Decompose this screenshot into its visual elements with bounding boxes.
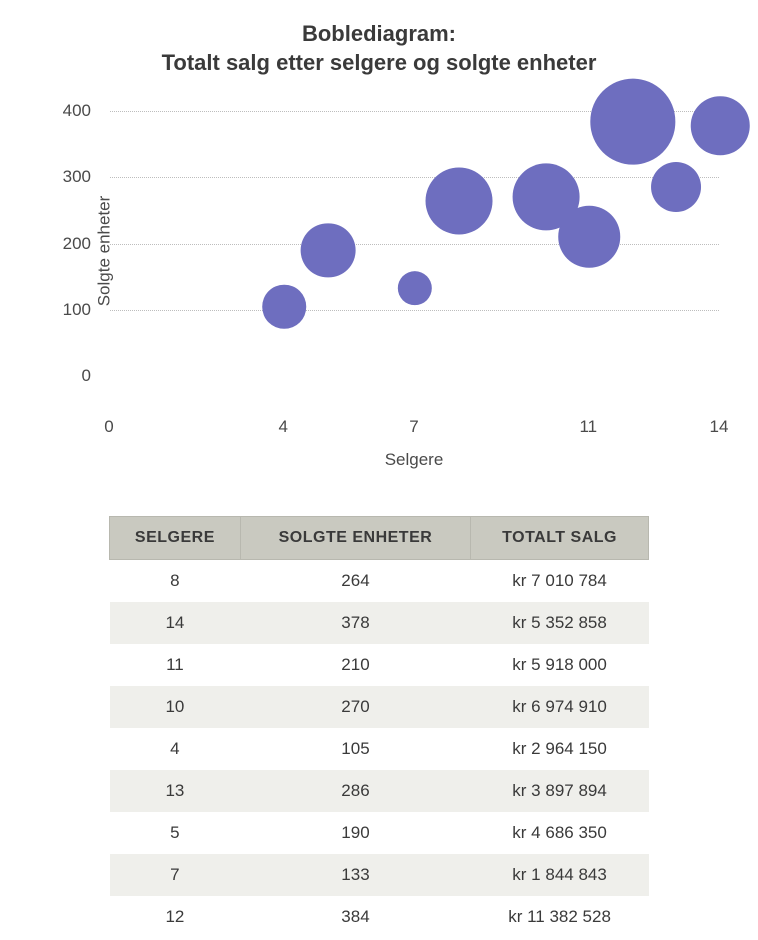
chart-title: Boblediagram: Totalt salg etter selgere …: [39, 20, 719, 77]
x-tick-label: 11: [579, 417, 597, 437]
table-cell: 13: [110, 770, 241, 812]
table-cell: kr 1 844 843: [471, 854, 649, 896]
bubble-point: [590, 79, 675, 164]
chart-area: Solgte enheter 0100200300400: [109, 91, 719, 411]
table-row: 13286kr 3 897 894: [110, 770, 649, 812]
table-cell: kr 5 352 858: [471, 602, 649, 644]
table-cell: kr 3 897 894: [471, 770, 649, 812]
y-tick-label: 300: [63, 167, 91, 187]
table-cell: 384: [240, 896, 470, 938]
table-cell: kr 2 964 150: [471, 728, 649, 770]
table-cell: kr 5 918 000: [471, 644, 649, 686]
bubble-point: [300, 223, 355, 278]
table-row: 8264kr 7 010 784: [110, 560, 649, 603]
table-cell: kr 11 382 528: [471, 896, 649, 938]
table-cell: kr 4 686 350: [471, 812, 649, 854]
bubble-point: [651, 162, 701, 212]
plot-region: [109, 91, 719, 376]
bubble-point: [398, 271, 432, 305]
table-cell: 11: [110, 644, 241, 686]
table-cell: 133: [240, 854, 470, 896]
table-row: 11210kr 5 918 000: [110, 644, 649, 686]
chart-title-line1: Boblediagram:: [302, 21, 456, 46]
table-cell: 378: [240, 602, 470, 644]
x-tick-label: 4: [279, 417, 288, 437]
table-header: SELGERESOLGTE ENHETERTOTALT SALG: [110, 517, 649, 560]
bubble-point: [512, 164, 579, 231]
table-column-header: SOLGTE ENHETER: [240, 517, 470, 560]
table-cell: 5: [110, 812, 241, 854]
table-column-header: SELGERE: [110, 517, 241, 560]
table-cell: 12: [110, 896, 241, 938]
table-cell: 190: [240, 812, 470, 854]
data-table: SELGERESOLGTE ENHETERTOTALT SALG 8264kr …: [109, 516, 649, 938]
x-axis-label: Selgere: [109, 450, 719, 470]
x-tick-label: 0: [104, 417, 113, 437]
table-cell: kr 6 974 910: [471, 686, 649, 728]
table-cell: 10: [110, 686, 241, 728]
table-row: 10270kr 6 974 910: [110, 686, 649, 728]
gridline: [110, 310, 719, 311]
table-row: 14378kr 5 352 858: [110, 602, 649, 644]
table-body: 8264kr 7 010 78414378kr 5 352 85811210kr…: [110, 560, 649, 939]
table-row: 4105kr 2 964 150: [110, 728, 649, 770]
table-cell: 210: [240, 644, 470, 686]
table-cell: 286: [240, 770, 470, 812]
chart-title-line2: Totalt salg etter selgere og solgte enhe…: [162, 50, 597, 75]
table-row: 7133kr 1 844 843: [110, 854, 649, 896]
bubble-point: [425, 168, 492, 235]
table-cell: 264: [240, 560, 470, 603]
bubble-point: [263, 285, 307, 329]
x-tick-label: 7: [409, 417, 418, 437]
bubble-chart: Boblediagram: Totalt salg etter selgere …: [39, 20, 719, 470]
table-row: 12384kr 11 382 528: [110, 896, 649, 938]
gridline: [110, 244, 719, 245]
bubble-point: [691, 96, 750, 155]
y-tick-label: 200: [63, 234, 91, 254]
table-cell: 105: [240, 728, 470, 770]
data-table-wrap: SELGERESOLGTE ENHETERTOTALT SALG 8264kr …: [109, 516, 649, 938]
gridline: [110, 177, 719, 178]
x-tick-label: 14: [710, 417, 729, 437]
table-cell: 4: [110, 728, 241, 770]
y-tick-label: 400: [63, 101, 91, 121]
table-cell: 270: [240, 686, 470, 728]
table-cell: kr 7 010 784: [471, 560, 649, 603]
table-cell: 14: [110, 602, 241, 644]
y-tick-label: 0: [82, 366, 91, 386]
table-row: 5190kr 4 686 350: [110, 812, 649, 854]
table-cell: 8: [110, 560, 241, 603]
table-cell: 7: [110, 854, 241, 896]
y-tick-label: 100: [63, 300, 91, 320]
table-column-header: TOTALT SALG: [471, 517, 649, 560]
x-axis-ticks: 0471114: [109, 411, 719, 446]
